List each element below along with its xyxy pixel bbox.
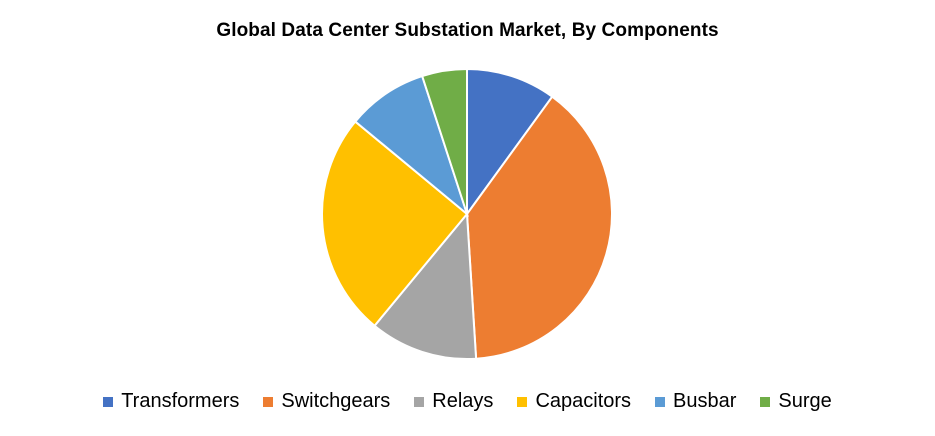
legend-swatch — [760, 396, 771, 407]
pie-slice-capacitors — [321, 120, 469, 328]
legend-swatch — [517, 396, 528, 407]
legend-label: Relays — [432, 390, 494, 412]
legend-item-switchgears: Switchgears — [263, 390, 390, 413]
pie-slice-busbar — [353, 74, 470, 217]
legend-label: Capacitors — [535, 390, 632, 412]
chart-legend: Transformers Switchgears Relays Capacitors B… — [0, 390, 935, 413]
legend-label: Busbar — [673, 390, 737, 412]
legend-item-busbar: Busbar — [655, 390, 736, 413]
legend-item-transformers: Transformers — [103, 390, 239, 413]
pie-slice-relays — [373, 211, 478, 360]
legend-label: Surge — [778, 390, 832, 412]
legend-item-relays: Relays — [414, 390, 493, 413]
legend-item-surge: Surge — [760, 390, 832, 413]
legend-swatch — [103, 396, 114, 407]
legend-swatch — [263, 396, 274, 407]
pie-slice-transformers — [466, 67, 554, 218]
legend-item-capacitors: Capacitors — [517, 390, 631, 413]
chart-title: Global Data Center Substation Market, By… — [216, 20, 719, 41]
pie-slice-surge — [420, 67, 468, 215]
legend-swatch — [414, 396, 425, 407]
legend-label: Switchgears — [281, 390, 391, 412]
legend-label: Transformers — [121, 390, 240, 412]
pie-slice-switchgears — [465, 95, 613, 360]
legend-swatch — [655, 396, 666, 407]
